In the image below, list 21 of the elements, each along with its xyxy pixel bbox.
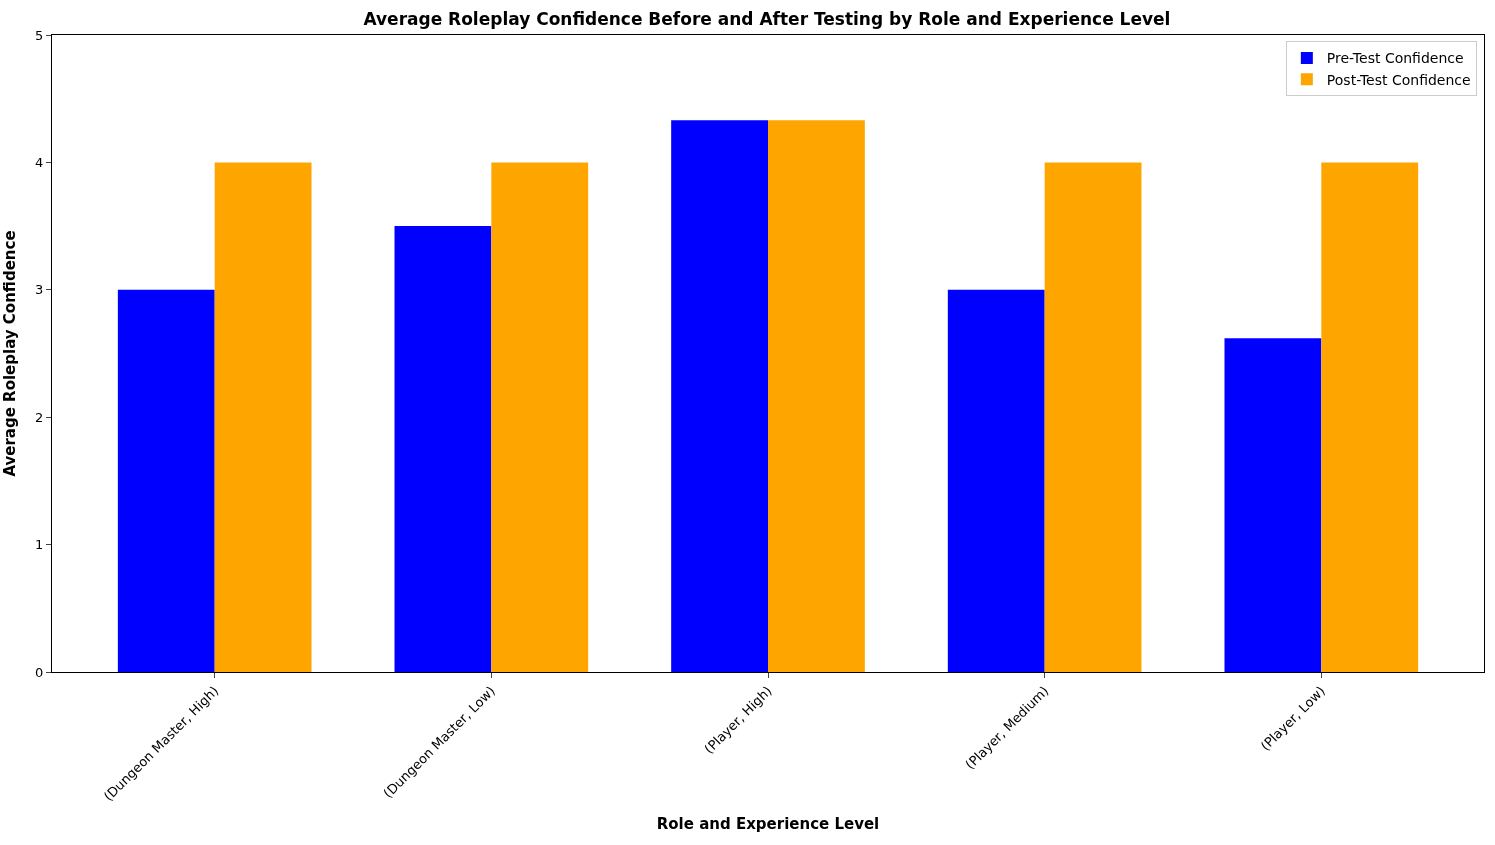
y-tick-label: 4 xyxy=(35,154,44,170)
y-tick-label: 1 xyxy=(35,537,44,553)
y-tick-label: 5 xyxy=(35,27,44,43)
bar xyxy=(117,289,215,672)
bar xyxy=(1321,162,1419,672)
bar xyxy=(671,120,768,672)
chart-title: Average Roleplay Confidence Before and After Testing by Role and Experience Level xyxy=(363,8,1171,29)
bar xyxy=(394,226,492,672)
y-tick-label: 2 xyxy=(35,409,44,425)
y-tick-label: 3 xyxy=(35,282,44,298)
bar xyxy=(1224,338,1322,672)
bar xyxy=(768,120,865,672)
x-axis-title: Role and Experience Level xyxy=(656,814,880,833)
y-tick-label: 0 xyxy=(35,664,44,680)
legend-label: Post-Test Confidence xyxy=(1326,71,1471,88)
bar xyxy=(214,162,312,672)
bar xyxy=(947,289,1045,672)
legend-label: Pre-Test Confidence xyxy=(1326,50,1464,67)
bar xyxy=(491,162,589,672)
bar xyxy=(1044,162,1142,672)
y-axis-title: Average Roleplay Confidence xyxy=(1,230,20,477)
